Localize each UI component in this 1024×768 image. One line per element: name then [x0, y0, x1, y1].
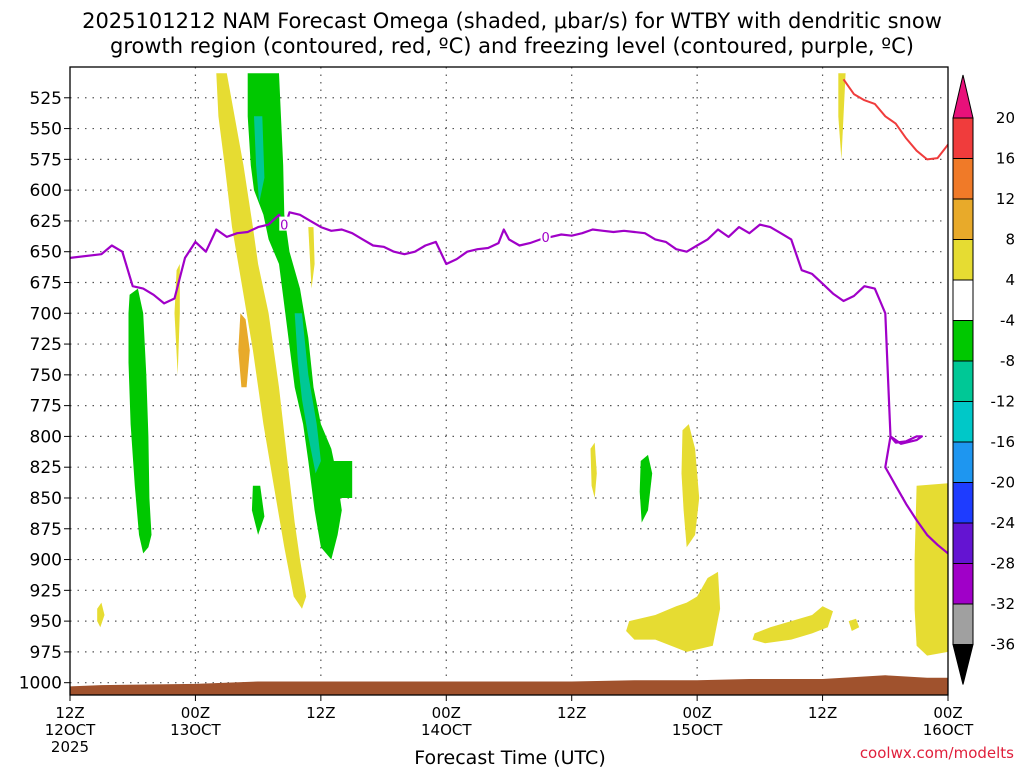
contour-label-bg [279, 216, 290, 231]
x-tick-label: 00Z [933, 704, 962, 722]
y-tick-label: 525 [30, 89, 62, 109]
colorbar-bin [952, 563, 974, 605]
y-tick-label: 950 [30, 612, 62, 632]
x-tick-label: 16OCT [923, 721, 974, 739]
x-tick-label: 15OCT [672, 721, 723, 739]
omega-region [914, 483, 948, 656]
colorbar-bottom-cap [952, 644, 974, 685]
colorbar-bin [952, 198, 974, 240]
colorbar-label: -20 [991, 474, 1016, 492]
omega-region [752, 606, 833, 644]
omega-region [128, 288, 152, 554]
y-tick-label: 750 [30, 366, 62, 386]
colorbar-bin [952, 239, 974, 281]
colorbar-bin [952, 279, 974, 321]
x-tick-label: 13OCT [170, 721, 221, 739]
omega-region [97, 602, 105, 628]
y-tick-label: 650 [30, 243, 62, 263]
y-tick-label: 975 [30, 643, 62, 663]
y-tick-label: 600 [30, 181, 62, 201]
colorbar-bin [952, 158, 974, 200]
chart-title-line1: 2025101212 NAM Forecast Omega (shaded, μ… [82, 9, 942, 33]
x-tick-label: 00Z [181, 704, 210, 722]
y-tick-label: 925 [30, 581, 62, 601]
omega-region [254, 116, 265, 203]
omega-region [308, 227, 315, 289]
dgz-contour-line [842, 78, 948, 161]
omega-region [639, 454, 653, 523]
colorbar-label: -12 [991, 393, 1016, 411]
colorbar-label: 20 [996, 109, 1015, 127]
terrain-area [70, 675, 948, 695]
x-tick-label: 14OCT [421, 721, 472, 739]
omega-region [848, 618, 860, 631]
contour-lines: 00 [70, 78, 948, 555]
chart-title-line2: growth region (contoured, red, ºC) and f… [110, 34, 914, 58]
plot-frame [69, 66, 949, 696]
colorbar-label: -36 [991, 636, 1016, 654]
omega-region [247, 73, 342, 560]
y-tick-label: 825 [30, 458, 62, 478]
x-tick-label: 12Z [557, 704, 586, 722]
x-tick-label: 12OCT [45, 721, 96, 739]
contour-label-bg [540, 228, 551, 243]
colorbar-label: 12 [996, 190, 1015, 208]
colorbar-label: 16 [996, 150, 1015, 168]
colorbar-bin [952, 320, 974, 362]
colorbar-label: -4 [1000, 312, 1015, 330]
y-tick-label: 675 [30, 273, 62, 293]
y-tick-label: 625 [30, 212, 62, 232]
x-tick-label: 12Z [55, 704, 84, 722]
omega-region [294, 313, 321, 474]
x-tick-label: 00Z [432, 704, 461, 722]
colorbar-label: 4 [1005, 271, 1015, 289]
y-tick-label: 775 [30, 397, 62, 417]
omega-region [216, 73, 307, 609]
omega-region [838, 73, 846, 160]
y-tick-label: 1000 [19, 674, 62, 694]
x-tick-label: 12Z [808, 704, 837, 722]
freezing-level-label: 0 [280, 219, 288, 234]
omega-region [626, 571, 721, 652]
y-tick-label: 875 [30, 520, 62, 540]
terrain-fill [70, 675, 948, 695]
colorbar-label: -8 [1000, 352, 1015, 370]
credit-text: coolwx.com/modelts [860, 744, 1014, 762]
omega-shaded-regions [97, 73, 948, 656]
colorbar-label: 8 [1005, 231, 1015, 249]
x-tick-label: 2025 [51, 738, 89, 756]
y-tick-label: 550 [30, 120, 62, 140]
omega-region [681, 424, 700, 548]
colorbar-label: -16 [991, 433, 1016, 451]
y-tick-label: 850 [30, 489, 62, 509]
omega-region [333, 461, 353, 498]
x-tick-label: 12Z [306, 704, 335, 722]
y-tick-label: 700 [30, 304, 62, 324]
x-axis-label: Forecast Time (UTC) [414, 747, 605, 768]
colorbar-label: -32 [991, 595, 1016, 613]
x-tick-label: 00Z [682, 704, 711, 722]
colorbar-label: -28 [991, 555, 1016, 573]
freezing-level-line [70, 211, 948, 555]
omega-region [238, 313, 250, 388]
colorbar-bin [952, 401, 974, 443]
y-tick-label: 900 [30, 551, 62, 571]
colorbar-bin [952, 482, 974, 524]
colorbar: 20 16 12 8 4 -4 -8 -12 -16 -20 -24 -28 -32 -36 [952, 74, 1016, 685]
colorbar-bin [952, 117, 974, 159]
omega-region [251, 485, 265, 535]
freezing-level-label: 0 [541, 231, 549, 246]
y-tick-label: 800 [30, 427, 62, 447]
y-axis-ticks: 525 550 575 600 625 650 675 700 725 750 775 800 825 8… [19, 89, 70, 694]
colorbar-bin [952, 522, 974, 564]
colorbar-bin [952, 441, 974, 483]
y-tick-label: 575 [30, 150, 62, 170]
y-tick-label: 725 [30, 335, 62, 355]
omega-region [590, 442, 597, 498]
colorbar-bin [952, 603, 974, 645]
colorbar-bin [952, 360, 974, 402]
colorbar-label: -24 [991, 514, 1016, 532]
